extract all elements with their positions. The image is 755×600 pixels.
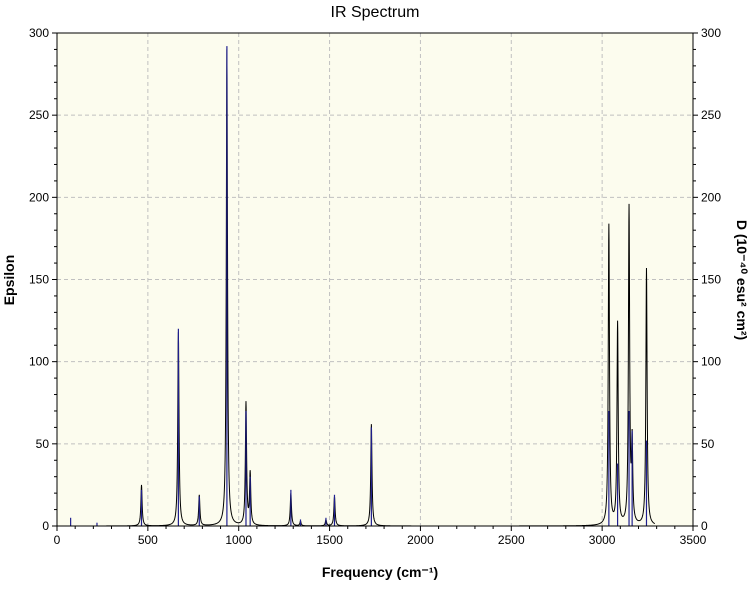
y-axis-label: Epsilon [1, 255, 17, 306]
y-axis-right-label: D (10⁻⁴⁰ esu² cm²) [734, 220, 750, 340]
x-axis-label: Frequency (cm⁻¹) [322, 564, 438, 580]
y-tick-label: 300 [29, 26, 49, 40]
x-tick-label: 1500 [316, 533, 343, 547]
y-tick-label: 200 [29, 190, 49, 204]
x-tick-label: 500 [138, 533, 158, 547]
x-tick-label: 3000 [589, 533, 616, 547]
y-right-tick-label: 150 [701, 273, 721, 287]
stick-layer [70, 46, 648, 526]
chart-title: IR Spectrum [331, 4, 420, 21]
y-tick-label: 0 [42, 519, 49, 533]
y-tick-label: 100 [29, 355, 49, 369]
y-right-tick-label: 50 [701, 437, 715, 451]
x-tick-label: 2500 [498, 533, 525, 547]
ticks: 0 500 1000 1500 2000 2500 3000 3500050100150200… [29, 26, 721, 547]
x-tick-label: 3500 [680, 533, 707, 547]
x-tick-label: 0 [54, 533, 61, 547]
y-right-tick-label: 100 [701, 355, 721, 369]
gridlines [57, 33, 693, 526]
y-right-tick-label: 250 [701, 108, 721, 122]
y-tick-label: 50 [36, 437, 50, 451]
x-tick-label: 1000 [225, 533, 252, 547]
y-right-tick-label: 200 [701, 190, 721, 204]
x-tick-label: 2000 [407, 533, 434, 547]
y-tick-label: 150 [29, 273, 49, 287]
y-tick-label: 250 [29, 108, 49, 122]
y-right-tick-label: 300 [701, 26, 721, 40]
y-right-tick-label: 0 [701, 519, 708, 533]
